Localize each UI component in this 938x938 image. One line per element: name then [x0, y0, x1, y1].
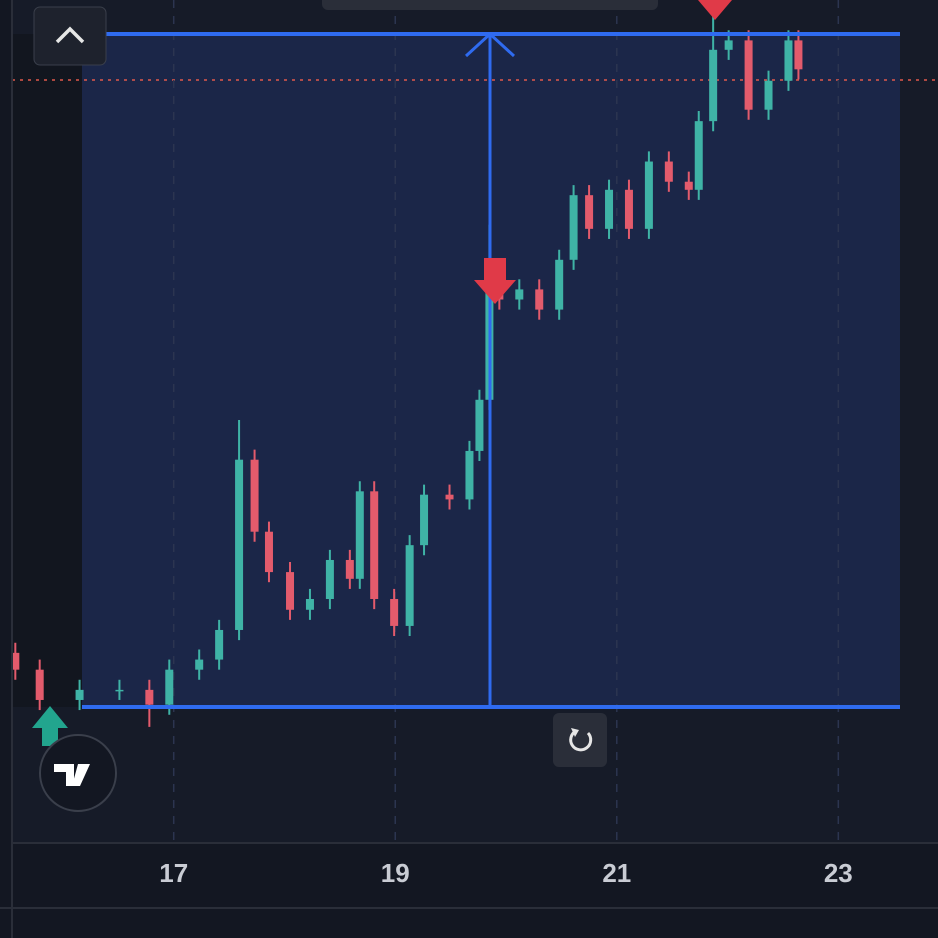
- reset-button[interactable]: [553, 713, 607, 767]
- candle-body: [764, 80, 773, 110]
- candle-body: [235, 459, 244, 630]
- candle-body: [475, 399, 484, 451]
- chevron-icon: [55, 26, 85, 44]
- logo: [54, 764, 90, 786]
- candle-body: [35, 669, 44, 700]
- candle-body: [215, 629, 224, 660]
- candle-body: [115, 689, 124, 692]
- candle-body: [405, 545, 414, 626]
- candle-body: [345, 559, 354, 579]
- candle-body: [195, 659, 204, 670]
- candle-body: [11, 652, 20, 670]
- candle-body: [569, 195, 578, 260]
- reset-icon-head: [571, 728, 579, 737]
- candle-body: [250, 459, 259, 532]
- buy-marker: [32, 706, 68, 746]
- left-shade: [12, 34, 82, 707]
- candle-body: [515, 289, 524, 300]
- candle-body: [794, 40, 803, 70]
- candle-body: [305, 599, 314, 610]
- candle-body: [465, 450, 474, 500]
- candle-body: [709, 49, 718, 122]
- candle-body: [784, 40, 793, 81]
- candle-body: [286, 572, 295, 610]
- x-tick-label: 19: [381, 858, 410, 888]
- top-handle[interactable]: [322, 0, 658, 10]
- candle-body: [370, 491, 379, 600]
- candle-body: [624, 189, 633, 229]
- candle-body: [145, 689, 154, 705]
- measure-arrow: [464, 31, 516, 58]
- reset-icon: [569, 729, 593, 752]
- candle-body: [724, 40, 733, 50]
- candle-body: [644, 161, 653, 229]
- candle-body: [325, 559, 334, 600]
- x-tick-label: 21: [602, 858, 631, 888]
- collapse-button[interactable]: [33, 6, 107, 66]
- candle-body: [744, 40, 753, 110]
- x-tick-label: 17: [159, 858, 188, 888]
- x-tick-label: 23: [824, 858, 853, 888]
- candle-body: [445, 494, 454, 500]
- candle-body: [585, 195, 594, 229]
- candle-body: [664, 161, 673, 182]
- candle-body: [390, 599, 399, 626]
- candle-body: [535, 289, 544, 310]
- candle-body: [555, 259, 564, 310]
- candle-body: [684, 181, 693, 190]
- sell-marker: [474, 258, 516, 304]
- candle-body: [165, 669, 174, 705]
- candles: [11, 13, 803, 727]
- candle-body: [75, 689, 84, 700]
- candle-body: [355, 491, 364, 579]
- candle-body: [420, 494, 429, 546]
- sell-marker: [698, 0, 732, 20]
- candle-body: [694, 121, 703, 190]
- candle-body: [605, 189, 614, 229]
- candle-body: [264, 531, 273, 573]
